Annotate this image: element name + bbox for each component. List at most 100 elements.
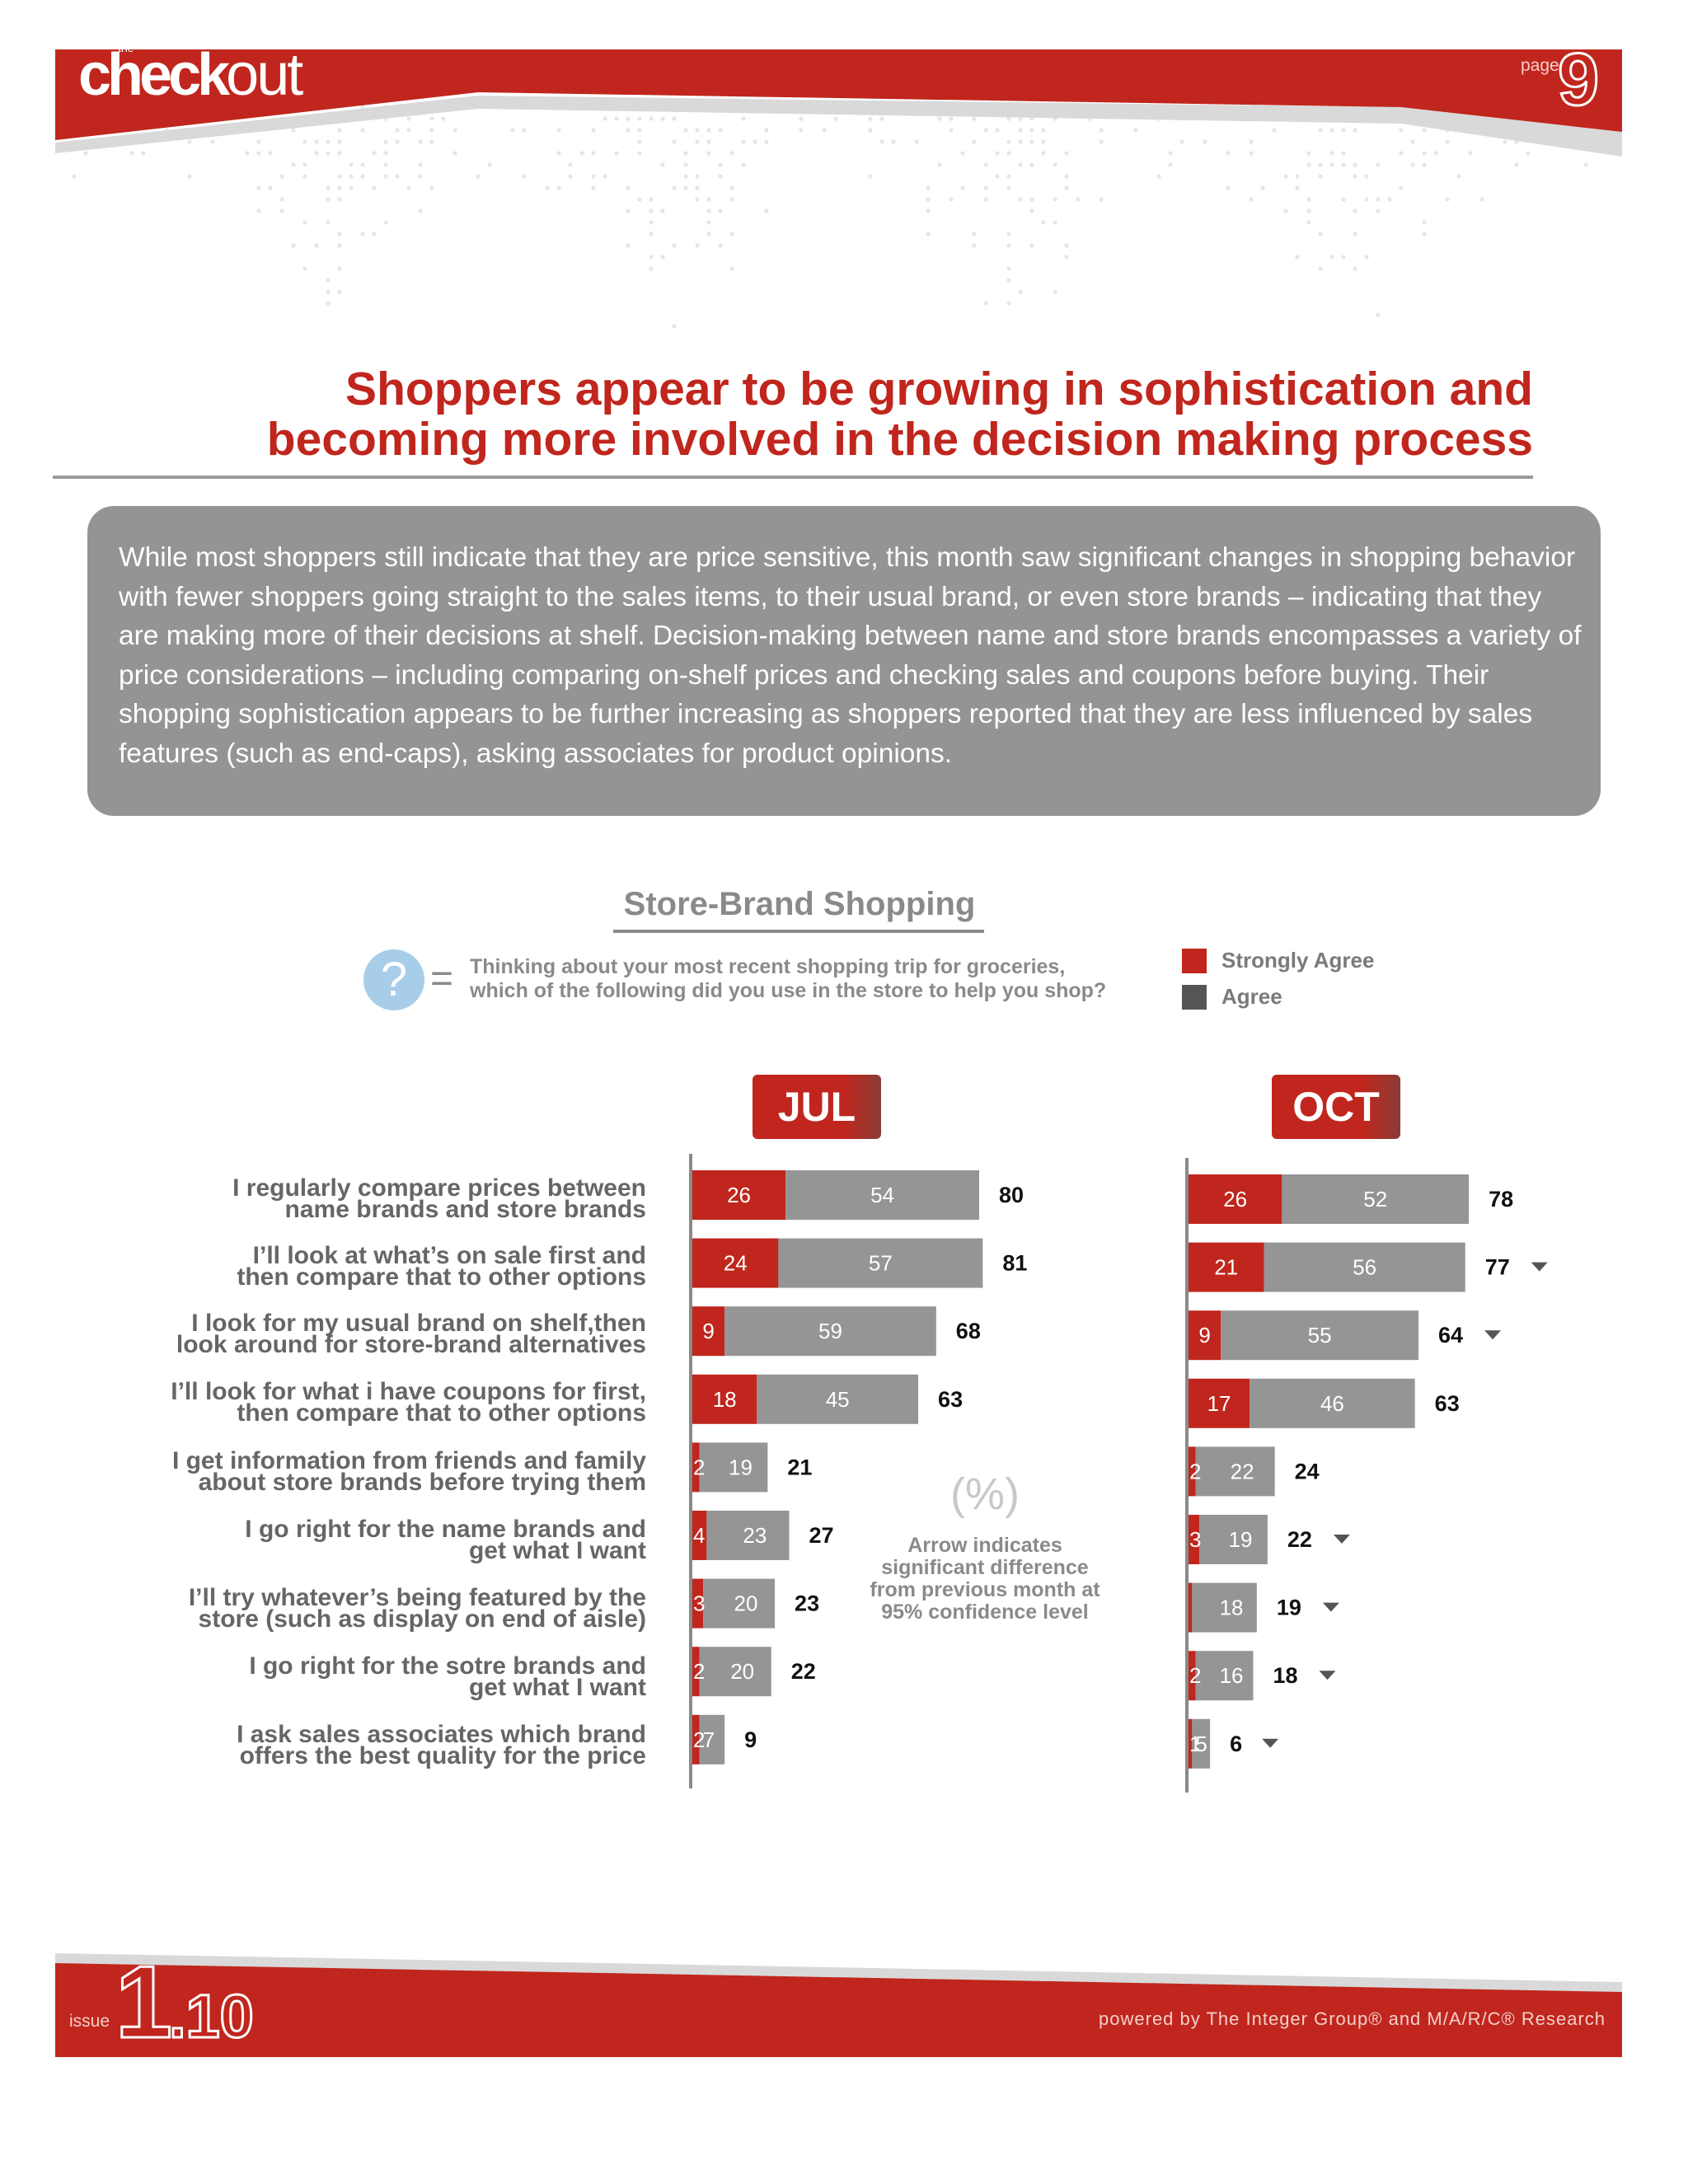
dot-decoration	[1318, 266, 1323, 271]
dot-decoration	[1353, 174, 1357, 179]
dot-decoration	[1053, 289, 1057, 294]
data-label-total-jul: 81	[1002, 1251, 1027, 1276]
dot-decoration	[360, 174, 365, 179]
dot-decoration	[983, 162, 988, 167]
dot-decoration	[672, 185, 677, 190]
dot-decoration	[510, 128, 515, 133]
dot-decoration	[1399, 185, 1404, 190]
dot-decoration	[1006, 266, 1011, 271]
dot-decoration	[741, 139, 746, 144]
data-label-strongly-agree-oct: 9	[1198, 1323, 1210, 1347]
dot-decoration	[695, 128, 700, 133]
dot-decoration	[637, 197, 642, 202]
bar-agree-oct	[1199, 1515, 1268, 1564]
brand-logo: the checkout	[78, 42, 303, 105]
dot-decoration	[1422, 220, 1427, 225]
dot-decoration	[1364, 197, 1369, 202]
dot-decoration	[429, 128, 434, 133]
dot-decoration	[291, 243, 296, 248]
dot-decoration	[1006, 151, 1011, 156]
dot-decoration	[983, 185, 988, 190]
data-label-total-jul: 9	[744, 1727, 757, 1752]
dot-decoration	[187, 174, 192, 179]
dot-decoration	[1006, 278, 1011, 283]
dot-decoration	[1306, 209, 1311, 213]
dot-decoration	[949, 128, 954, 133]
data-label-strongly-agree-jul: 18	[713, 1387, 737, 1412]
data-label-total-oct: 6	[1230, 1732, 1242, 1756]
dot-decoration	[695, 174, 700, 179]
footer-shadow	[55, 1953, 1622, 1994]
data-label-agree-oct: 5	[1195, 1732, 1207, 1756]
page-number: 9	[1556, 39, 1600, 121]
dot-decoration	[637, 151, 642, 156]
row-label: I’ll try whatever’s being featured by th…	[124, 1584, 646, 1632]
dot-decoration	[868, 116, 873, 121]
dot-decoration	[695, 185, 700, 190]
dot-decoration	[983, 197, 988, 202]
data-label-total-oct: 64	[1438, 1323, 1463, 1347]
dot-decoration	[683, 151, 688, 156]
dot-decoration	[1168, 151, 1173, 156]
dot-decoration	[1341, 128, 1346, 133]
survey-question-line-1: Thinking about your most recent shopping…	[470, 955, 1066, 978]
dot-decoration	[326, 197, 331, 202]
dot-decoration	[476, 174, 481, 179]
data-label-agree-jul: 54	[870, 1183, 894, 1207]
dot-decoration	[626, 116, 631, 121]
data-label-total-jul: 22	[791, 1659, 816, 1684]
dot-decoration	[452, 151, 457, 156]
dot-decoration	[395, 139, 400, 144]
dot-decoration	[268, 185, 273, 190]
dot-decoration	[360, 162, 365, 167]
dot-decoration	[718, 209, 723, 213]
dot-decoration	[972, 232, 977, 237]
data-label-total-jul: 68	[956, 1319, 981, 1343]
dot-decoration	[1029, 243, 1034, 248]
dot-decoration	[1306, 197, 1311, 202]
dot-decoration	[452, 128, 457, 133]
dot-decoration	[245, 151, 250, 156]
data-label-total-oct: 63	[1435, 1391, 1460, 1416]
dot-decoration	[429, 139, 434, 144]
bar-agree-jul	[706, 1511, 790, 1560]
legend-swatch-strongly-agree	[1182, 949, 1207, 973]
dot-decoration	[799, 128, 804, 133]
row-label-line-1: I’ll try whatever’s being featured by th…	[188, 1584, 646, 1611]
row-label: I go right for the name brands and get w…	[124, 1517, 646, 1563]
data-label-agree-oct: 22	[1231, 1459, 1254, 1483]
data-label-agree-oct: 46	[1320, 1391, 1344, 1416]
row-label-line-2: then compare that to other options	[237, 1263, 646, 1291]
significance-note-line-1: Arrow indicates	[907, 1534, 1062, 1557]
dot-decoration	[764, 209, 769, 213]
dot-decoration	[995, 151, 1000, 156]
dot-decoration	[729, 151, 734, 156]
dot-decoration	[879, 116, 884, 121]
legend-label-agree: Agree	[1221, 984, 1282, 1009]
dot-decoration	[972, 116, 977, 121]
header-shadow	[55, 96, 1622, 157]
dot-decoration	[1329, 151, 1334, 156]
bar-strongly-agree-oct	[1189, 1651, 1196, 1701]
bar-strongly-agree-oct	[1189, 1515, 1200, 1564]
bar-strongly-agree-oct	[1189, 1174, 1282, 1224]
dot-decoration	[822, 128, 827, 133]
dot-decoration	[960, 151, 965, 156]
dot-decoration	[718, 174, 723, 179]
dot-decoration	[960, 185, 965, 190]
bar-agree-oct	[1264, 1242, 1465, 1292]
data-label-strongly-agree-jul: 4	[693, 1523, 705, 1548]
dot-decoration	[383, 220, 388, 225]
significance-note-line-4: 95% confidence level	[881, 1601, 1089, 1624]
dot-decoration	[187, 139, 192, 144]
row-label-line-2: offers the best quality for the price	[239, 1742, 646, 1769]
dot-decoration	[1076, 197, 1081, 202]
dot-decoration	[337, 174, 342, 179]
dot-decoration	[683, 162, 688, 167]
data-label-agree-jul: 20	[734, 1591, 758, 1616]
dot-decoration	[360, 128, 365, 133]
dot-decoration	[937, 116, 942, 121]
dot-decoration	[418, 174, 423, 179]
dot-decoration	[337, 185, 342, 190]
survey-question-line-2: which of the following did you use in th…	[470, 979, 1107, 1002]
